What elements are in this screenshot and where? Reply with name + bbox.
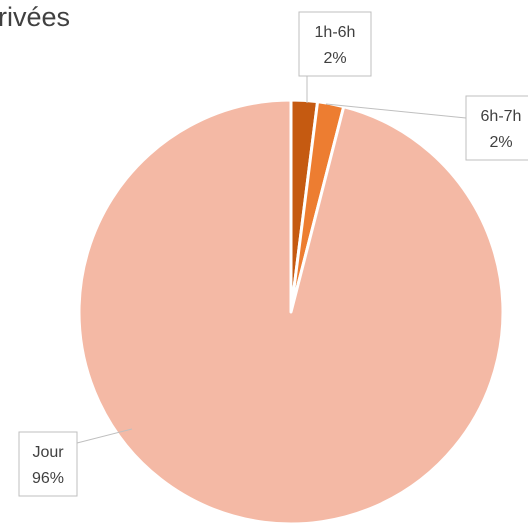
data-label: 6h-7h 2% <box>465 95 528 161</box>
pie-slice-jour <box>77 98 505 523</box>
leader-line <box>325 103 467 119</box>
data-label-value: 2% <box>323 50 346 67</box>
data-labels: 1h-6h 2% 6h-7h 2% Jour 96% <box>18 11 528 497</box>
data-label-value: 2% <box>489 134 512 151</box>
pie-slices <box>77 98 505 523</box>
data-label: 1h-6h 2% <box>298 11 372 77</box>
data-label-category: 6h-7h <box>481 108 522 125</box>
data-label-value: 96% <box>32 470 64 487</box>
data-label-category: 1h-6h <box>315 24 356 41</box>
chart-title: rivées <box>0 2 70 32</box>
data-label-category: Jour <box>32 444 64 461</box>
data-label-box <box>465 95 528 161</box>
data-label-box <box>18 431 78 497</box>
data-label-box <box>298 11 372 77</box>
leader-line <box>76 428 133 444</box>
data-label: Jour 96% <box>18 431 78 497</box>
